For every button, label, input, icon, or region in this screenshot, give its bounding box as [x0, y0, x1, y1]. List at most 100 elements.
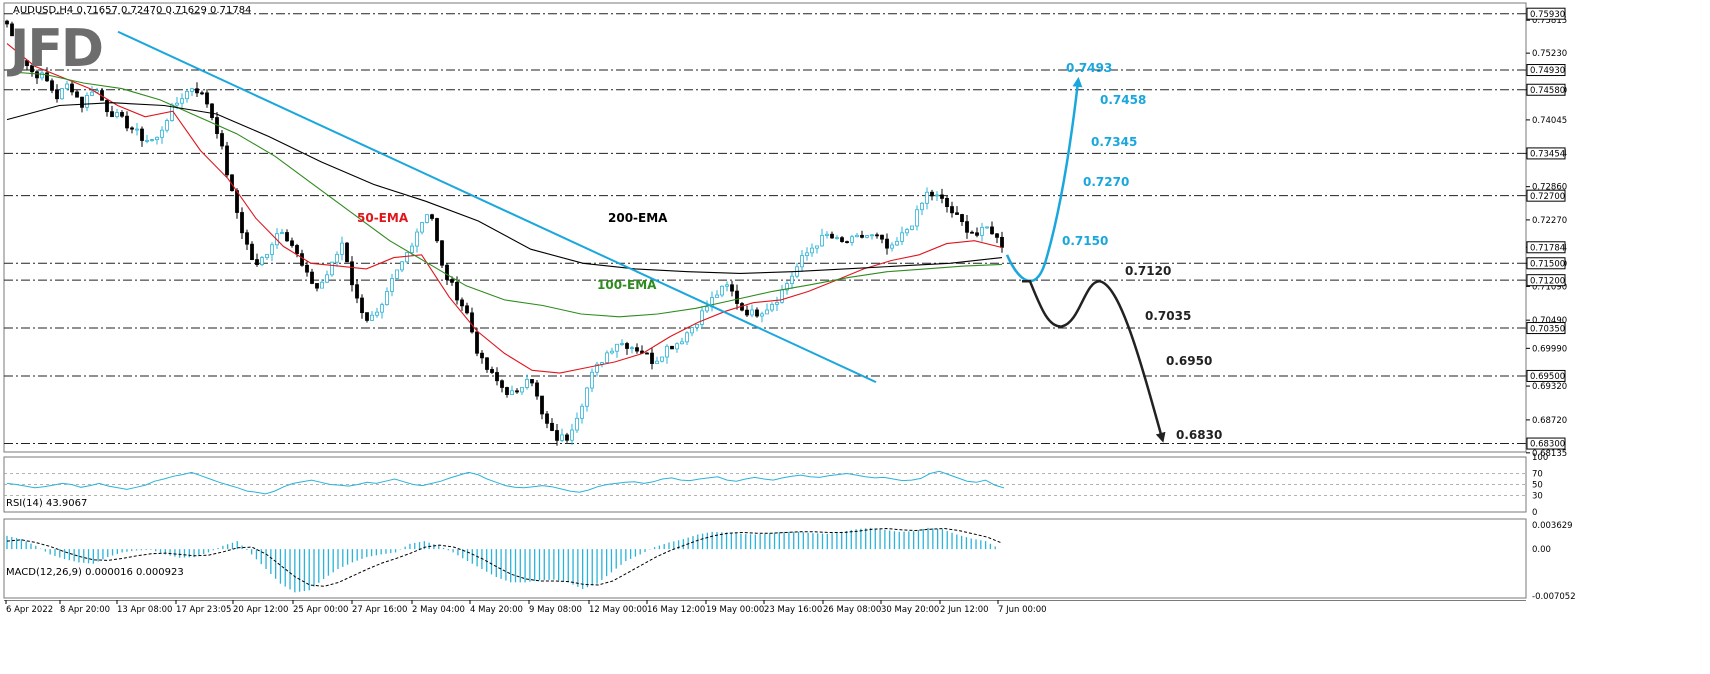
- candle-body: [545, 413, 549, 424]
- candle-body: [195, 88, 199, 94]
- key-level-label: 0.68300: [1530, 440, 1565, 450]
- candle-body: [515, 390, 519, 393]
- candle-body: [40, 72, 44, 79]
- pane-frame-0: [3, 2, 1527, 453]
- candle-body: [760, 313, 764, 317]
- candle-body: [850, 236, 854, 243]
- key-level-box: [1526, 369, 1566, 382]
- macd-title: MACD(12,26,9) 0.000016 0.000923: [6, 567, 184, 578]
- candle-body: [315, 283, 319, 289]
- rsi-axis-label: 50: [1532, 481, 1543, 491]
- price-axis-label: 0.71090: [1532, 282, 1567, 292]
- time-tick-label: 2 Jun 12:00: [940, 605, 989, 615]
- price-axis-label: 0.74045: [1532, 116, 1567, 126]
- candle-body: [655, 360, 659, 364]
- price-axis-label: 0.69990: [1532, 344, 1567, 354]
- current-price-box: [1526, 241, 1566, 254]
- candle-body: [340, 242, 344, 255]
- candle-body: [525, 379, 529, 388]
- candle-body: [860, 234, 864, 238]
- candle-body: [45, 72, 49, 82]
- bullish-target-label: 0.7493: [1066, 61, 1112, 75]
- symbol-title: AUDUSD,H4 0.71657 0.72470 0.71629 0.7178…: [13, 5, 251, 16]
- candle-body: [185, 90, 189, 100]
- time-tick-label: 7 Jun 00:00: [998, 605, 1047, 615]
- time-axis-line: [4, 600, 1526, 601]
- price-axis-label: 0.68135: [1532, 449, 1567, 459]
- bearish-target-label: 0.6830: [1176, 428, 1222, 442]
- candle-body: [370, 314, 374, 321]
- candle-body: [495, 372, 499, 382]
- panes: [3, 2, 1527, 601]
- candle-body: [5, 20, 9, 25]
- candle-body: [75, 91, 79, 98]
- key-level-label: 0.75930: [1530, 10, 1565, 20]
- time-tick-label: 16 May 12:00: [647, 605, 705, 615]
- candle-body: [815, 245, 819, 249]
- candle-body: [905, 229, 909, 234]
- candle-body: [575, 417, 579, 431]
- candle-body: [535, 382, 539, 397]
- time-tick-label: 27 Apr 16:00: [352, 605, 407, 615]
- candles: [5, 19, 1004, 446]
- candle-body: [225, 145, 229, 176]
- time-tick-label: 20 Apr 12:00: [233, 605, 288, 615]
- time-tick-label: 23 May 16:00: [764, 605, 822, 615]
- candle-body: [425, 214, 429, 223]
- candle-body: [465, 305, 469, 314]
- candle-body: [530, 379, 534, 384]
- candle-body: [725, 284, 729, 287]
- candle-body: [615, 343, 619, 352]
- candle-body: [345, 242, 349, 263]
- candle-body: [355, 284, 359, 299]
- key-level-label: 0.70350: [1530, 324, 1565, 334]
- candle-body: [840, 237, 844, 242]
- candle-body: [775, 301, 779, 305]
- key-level-label: 0.69500: [1530, 372, 1565, 382]
- rsi-line: [6, 470, 1005, 495]
- candle-body: [295, 245, 299, 255]
- time-tick-label: 8 Apr 20:00: [60, 605, 110, 615]
- candle-body: [825, 233, 829, 236]
- candle-body: [160, 129, 164, 138]
- candle-body: [960, 214, 964, 223]
- downtrend-line: [117, 30, 877, 384]
- candle-body: [400, 261, 404, 271]
- key-level-box: [1526, 322, 1566, 335]
- candle-body: [885, 238, 889, 249]
- candle-body: [290, 240, 294, 246]
- candle-body: [260, 257, 264, 265]
- candle-body: [175, 102, 179, 106]
- candle-body: [855, 234, 859, 238]
- time-tick-label: 19 May 00:00: [706, 605, 764, 615]
- ema-line-200-ema: [6, 102, 1003, 274]
- candle-body: [770, 303, 774, 311]
- key-level-box: [1526, 83, 1566, 96]
- candle-body: [90, 91, 94, 96]
- candle-body: [300, 253, 304, 266]
- candle-body: [140, 128, 144, 141]
- candle-body: [500, 380, 504, 388]
- key-level-box: [1526, 64, 1566, 77]
- candle-body: [265, 253, 269, 259]
- key-level-label: 0.73454: [1530, 150, 1565, 160]
- candle-body: [650, 352, 654, 364]
- key-level-box: [1526, 274, 1566, 287]
- candle-body: [880, 234, 884, 240]
- candle-body: [285, 232, 289, 242]
- candle-body: [130, 127, 134, 130]
- candle-body: [245, 232, 249, 245]
- candle-body: [180, 98, 184, 104]
- candle-body: [675, 343, 679, 350]
- candle-body: [595, 363, 599, 373]
- candle-body: [700, 310, 704, 325]
- bearish-target-label: 0.6950: [1166, 354, 1212, 368]
- candle-body: [435, 218, 439, 242]
- candle-body: [785, 283, 789, 291]
- bearish-target-label: 0.7120: [1125, 264, 1171, 278]
- pane-frame-2: [3, 518, 1527, 599]
- candle-body: [555, 430, 559, 441]
- candle-body: [950, 206, 954, 214]
- bullish-scenario-arrow: [1005, 76, 1083, 283]
- ema-label-50-ema: 50-EMA: [357, 211, 409, 225]
